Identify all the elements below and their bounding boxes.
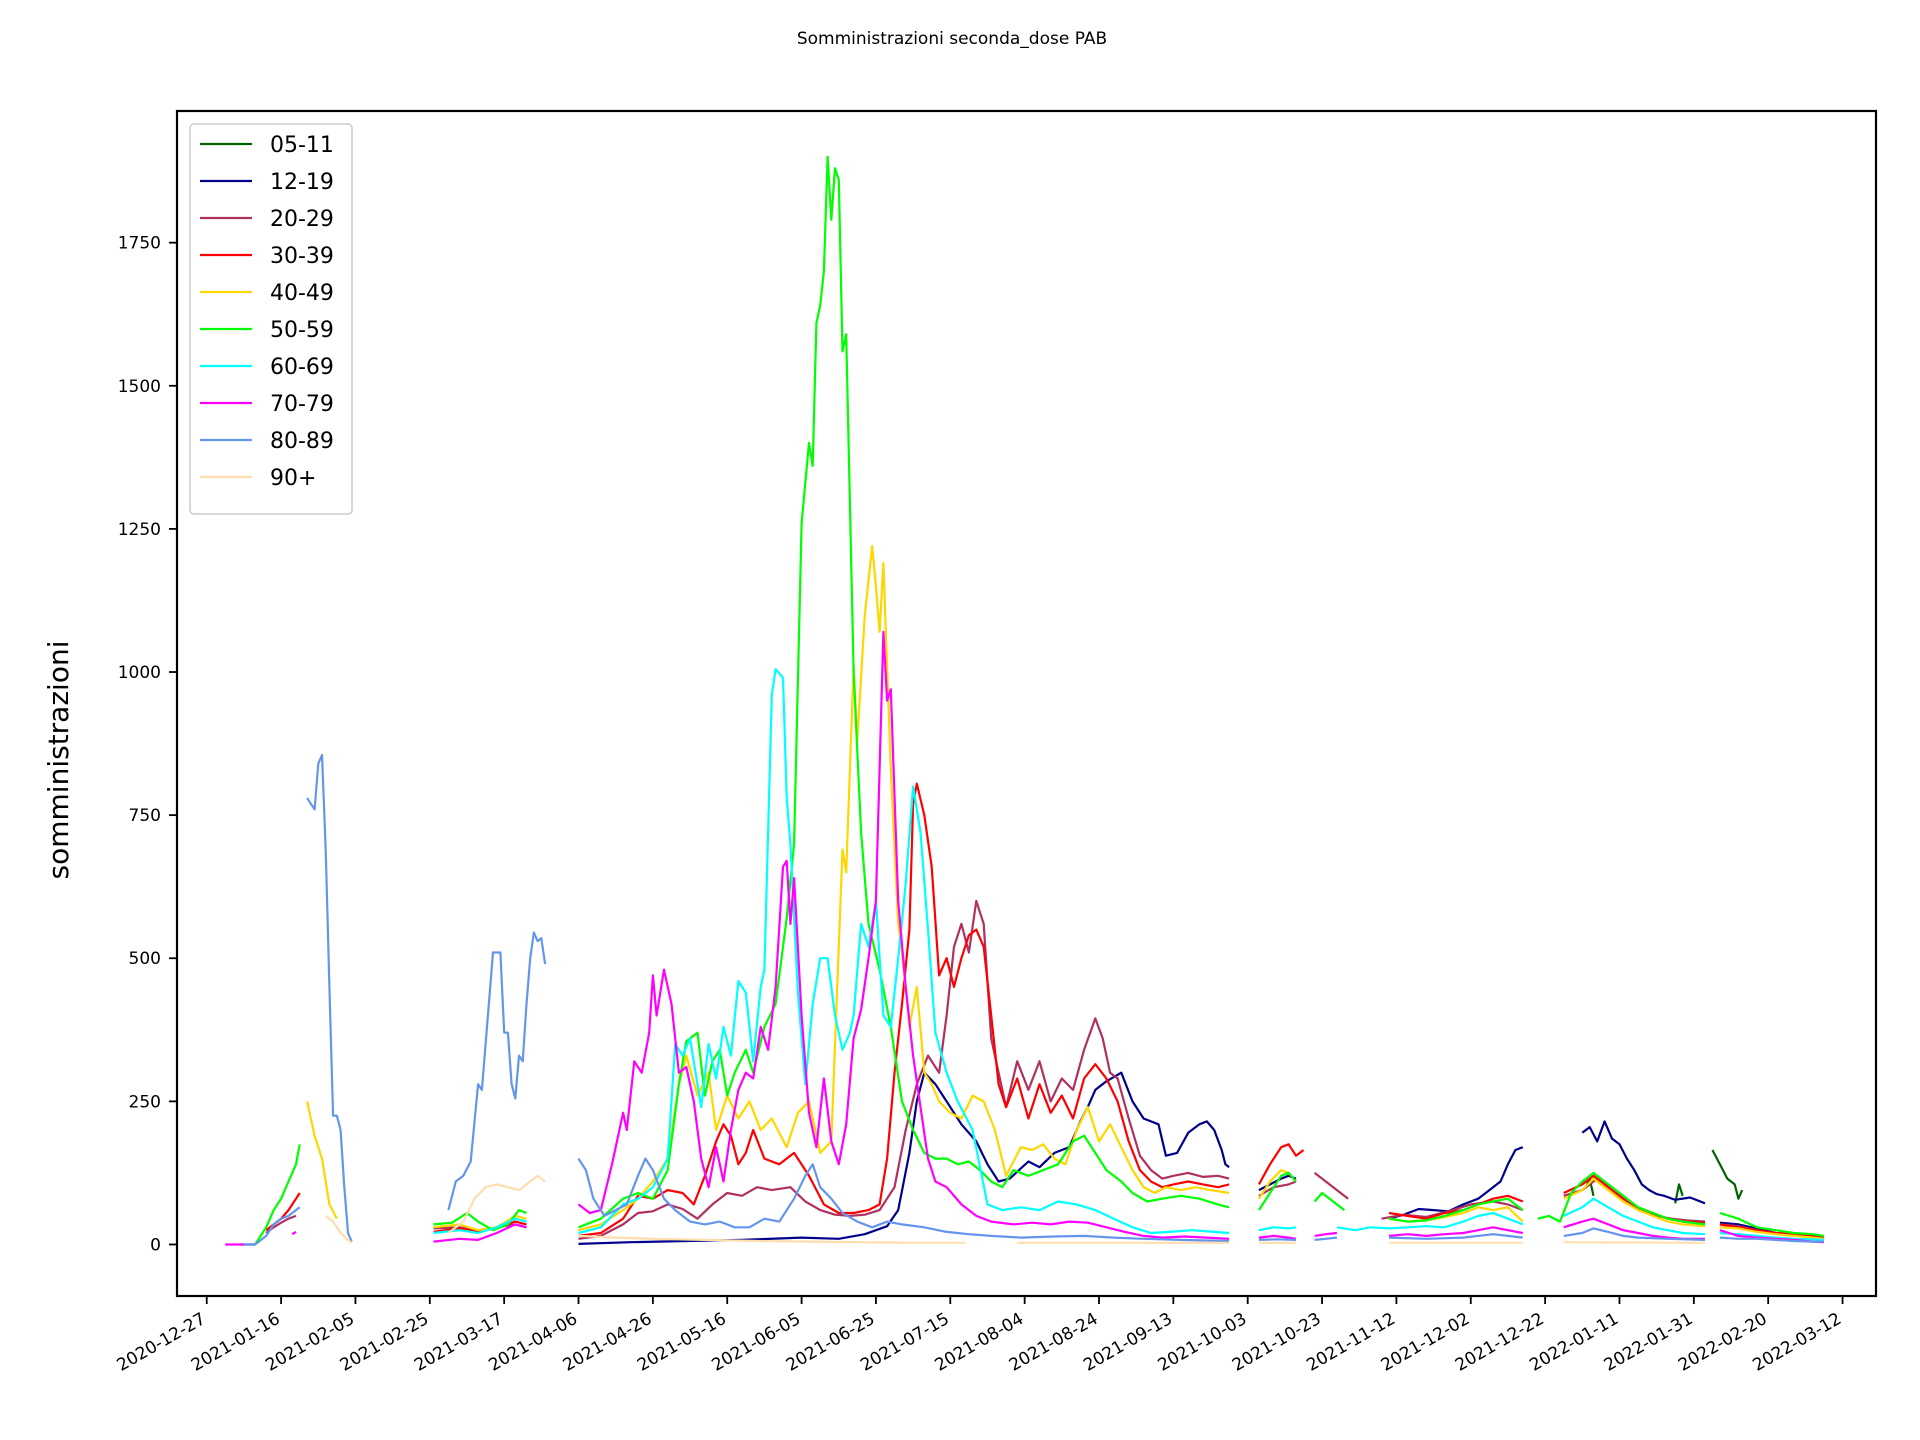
plot-area xyxy=(225,155,1825,1246)
legend-label: 40-49 xyxy=(270,281,334,306)
series-line-50-59-0 xyxy=(240,1144,301,1246)
series-line-40-49-6 xyxy=(1719,1226,1825,1240)
legend-label: 20-29 xyxy=(270,207,334,232)
series-line-40-49-2 xyxy=(578,544,1230,1232)
y-axis: 0 250 500 750 1000 1250 1500 1750 xyxy=(118,234,177,1255)
series-line-80-89-8 xyxy=(1719,1236,1824,1243)
y-axis-label: somministrazioni xyxy=(42,641,75,880)
series-layer xyxy=(225,155,1825,1246)
y-tick-label: 250 xyxy=(129,1092,161,1112)
y-tick-label: 1500 xyxy=(118,377,161,397)
series-12-19 xyxy=(578,1071,1825,1245)
series-line-60-69-1 xyxy=(578,668,1230,1235)
series-line-50-59-2 xyxy=(578,155,1230,1229)
series-line-90+-1 xyxy=(447,1174,546,1234)
series-50-59 xyxy=(240,155,1825,1246)
series-line-20-29-2 xyxy=(578,899,1230,1240)
series-line-80-89-3 xyxy=(577,1157,1230,1243)
series-line-70-79-4 xyxy=(1258,1234,1297,1240)
series-90+ xyxy=(325,1174,1706,1244)
axes-frame xyxy=(175,109,1878,1298)
series-line-50-59-4 xyxy=(1313,1191,1346,1211)
series-line-80-89-7 xyxy=(1563,1227,1706,1241)
series-line-90+-6 xyxy=(1563,1241,1706,1244)
legend-label: 70-79 xyxy=(270,392,334,417)
legend-box xyxy=(189,123,353,515)
series-line-70-79-3 xyxy=(577,630,1230,1240)
legend-label: 05-11 xyxy=(270,133,334,158)
series-line-80-89-5 xyxy=(1314,1236,1338,1241)
y-tick-label: 1750 xyxy=(118,234,161,254)
legend-label: 80-89 xyxy=(270,429,334,454)
series-line-30-39-2 xyxy=(578,782,1230,1237)
series-line-90+-2 xyxy=(578,1234,966,1244)
y-tick-label: 0 xyxy=(150,1235,161,1255)
series-line-60-69-5 xyxy=(1719,1231,1825,1241)
y-tick-label: 1000 xyxy=(118,663,161,683)
series-line-60-69-3 xyxy=(1336,1211,1524,1232)
series-80-89 xyxy=(243,753,1824,1246)
series-line-05-11-1 xyxy=(1674,1183,1684,1204)
series-line-30-39-3 xyxy=(1257,1143,1305,1185)
series-line-60-69-0 xyxy=(433,1217,527,1235)
series-line-20-29-3 xyxy=(1258,1180,1297,1197)
series-line-80-89-1 xyxy=(306,753,353,1243)
series-line-40-49-0 xyxy=(306,1101,338,1220)
series-line-60-69-2 xyxy=(1258,1226,1297,1232)
series-line-60-69-4 xyxy=(1563,1197,1706,1236)
series-line-80-89-4 xyxy=(1258,1238,1297,1241)
series-line-40-49-1 xyxy=(433,1214,527,1232)
y-tick-label: 750 xyxy=(129,806,161,826)
series-line-90+-0 xyxy=(325,1215,353,1244)
y-tick-label: 500 xyxy=(129,949,161,969)
legend-label: 90+ xyxy=(270,466,316,491)
series-line-05-11-2 xyxy=(1711,1149,1744,1200)
series-line-20-29-4 xyxy=(1313,1172,1349,1200)
series-line-50-59-6 xyxy=(1537,1171,1706,1226)
series-60-69 xyxy=(433,668,1825,1241)
series-line-70-79-6 xyxy=(1388,1226,1524,1238)
legend-label: 30-39 xyxy=(270,244,334,269)
series-line-50-59-5 xyxy=(1388,1197,1524,1223)
series-line-80-89-0 xyxy=(243,1206,301,1246)
legend-label: 50-59 xyxy=(270,318,334,343)
series-line-80-89-2 xyxy=(447,931,547,1211)
series-line-40-49-5 xyxy=(1563,1177,1706,1228)
series-line-12-19-2 xyxy=(1388,1146,1524,1220)
series-line-80-89-6 xyxy=(1388,1233,1523,1240)
series-line-70-79-1 xyxy=(291,1230,297,1236)
series-line-50-59-7 xyxy=(1719,1211,1825,1237)
series-line-50-59-1 xyxy=(433,1208,527,1232)
legend-label: 60-69 xyxy=(270,355,334,380)
series-line-12-19-3 xyxy=(1581,1120,1706,1205)
series-line-70-79-2 xyxy=(433,1223,527,1243)
chart-title: Somministrazioni seconda_dose PAB xyxy=(797,29,1107,49)
y-tick-label: 1250 xyxy=(118,520,161,540)
series-line-70-79-5 xyxy=(1314,1231,1338,1237)
series-line-50-59-3 xyxy=(1257,1171,1297,1211)
series-line-12-19-0 xyxy=(578,1071,1230,1245)
legend-label: 12-19 xyxy=(270,170,334,195)
legend: 05-11 12-19 20-29 30-39 40-49 50-59 60-69 70-79… xyxy=(189,123,353,515)
